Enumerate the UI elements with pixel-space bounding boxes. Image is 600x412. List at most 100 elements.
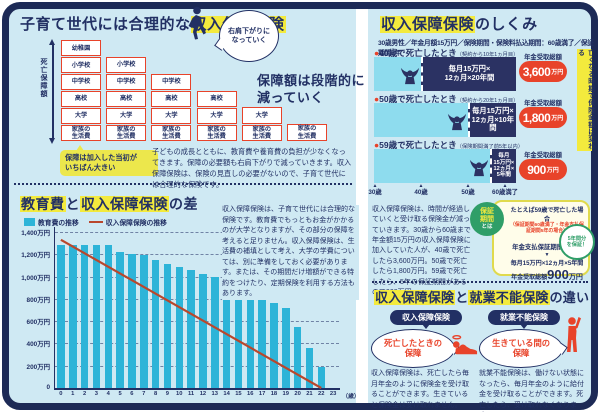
x-axis-tick-label: 0 [59, 391, 63, 397]
bubble-text: 右肩下がりに なっていく [228, 27, 270, 44]
stair-column: 家族の 生活費 [287, 124, 327, 141]
education-cost-bar [151, 260, 160, 388]
title-part: の差 [169, 196, 198, 212]
payout-period: 毎月 15万円× 12ヵ月× 5年間 [489, 149, 516, 183]
education-cost-bar [140, 255, 148, 388]
x-axis-tick-label: 22 [318, 391, 325, 397]
dotted-separator-right [372, 281, 588, 283]
disability-insurance-pill: 就業不能保険 [488, 310, 560, 329]
death-benefit-bubble: 死亡したときの 保障 [371, 329, 460, 368]
legend-item-bars: 教育費の推移 [24, 217, 79, 227]
total-amount-badge: 900 万円 [519, 159, 567, 180]
education-cost-bar [282, 307, 290, 388]
education-cost-bar [80, 245, 89, 388]
stair-cell: 大学 [106, 107, 147, 124]
y-axis-tick-label: 0 [46, 384, 50, 391]
bullet-icon: ● [374, 140, 380, 150]
down-arrow-icon: ▼ [544, 252, 550, 259]
title-part: 収入保障保険 [374, 290, 456, 305]
chart-x-axis [54, 388, 340, 390]
title-part: のしくみ [475, 16, 538, 33]
stair-cell: 家族の 生活費 [287, 124, 327, 141]
education-cost-bar [128, 253, 136, 388]
stair-cell: 中学校 [61, 74, 101, 90]
triangle-marker-icon: ▲ [418, 183, 424, 189]
policy-conditions: 30歳男性／年金月額15万円／保険期間・保険料払込期間：60歳満了／保証期間5年 [378, 40, 594, 57]
education-cost-bar [57, 245, 65, 388]
x-axis-tick-label: 21 [306, 391, 313, 397]
total-label: 年金受取総額 [524, 54, 562, 61]
line-swatch-icon [88, 221, 103, 223]
education-cost-bar [104, 245, 112, 388]
vertical-divider [356, 9, 368, 403]
y-axis-tick-label: 1,200万円 [21, 252, 50, 260]
mechanism-paragraph: 収入保障保険は、時間が経過していくと受け取る保険金が減っていきます。30歳から6… [372, 206, 471, 296]
guarantee-total: 年金受取総額900万円 [511, 267, 583, 283]
living-benefit-bubble: 生きている間の 保障 [479, 329, 568, 368]
stair-cell: 高校 [196, 90, 237, 107]
stair-cell: 中学校 [151, 73, 192, 90]
education-cost-bar [317, 367, 325, 388]
timeline-mark-40: ▲ 40歳 [403, 183, 439, 196]
x-axis-tick-label: 7 [142, 391, 146, 397]
y-axis-tick-label: 400万円 [26, 341, 50, 349]
section-title-comparison: 収入保障保険と就業不能保険の違い [374, 287, 589, 306]
x-axis-tick-label: 13 [211, 391, 218, 397]
education-cost-bar [199, 273, 207, 388]
bullet-icon: ● [374, 94, 380, 104]
education-cost-bar [187, 270, 195, 388]
total-label: 年金受取総額 [524, 152, 562, 159]
x-axis-tick-label: 19 [282, 391, 289, 397]
angel-person-icon [400, 67, 419, 85]
x-axis-tick-label: 10 [176, 391, 183, 397]
title-part: と [455, 290, 469, 305]
x-axis-tick-label: 18 [270, 391, 278, 397]
stair-cell: 高校 [151, 90, 192, 107]
education-cost-bar [270, 303, 278, 388]
gridline [55, 232, 339, 233]
stair-cell: 家族の 生活費 [241, 124, 282, 141]
stair-cell: 小学校 [106, 57, 147, 73]
triangle-marker-icon: ▲ [465, 183, 471, 189]
education-cost-bar [234, 287, 243, 388]
timeline-bar-40: 毎月15万円× 12ヵ月×20年間 [374, 57, 516, 91]
death-row-label: ●40歳で死亡したとき（契約から10年1ヵ月目） [374, 48, 519, 58]
timeline-mark-60: ▲ 60歳満了 [487, 183, 523, 196]
education-cost-bar [293, 326, 302, 388]
guarantee-example-box: たとえば59歳で死亡した場合 （保証期間60歳満了・年金支払保証期間5年の場合）… [492, 200, 590, 282]
title-part: と [65, 196, 80, 212]
guarantee-formula: 毎月15万円×12ヵ月×5年間 [510, 260, 584, 268]
chart-paragraph: 収入保障保険は、子育て世代には合理的な保険です。教育費でもっともお金がかかるのが… [222, 205, 359, 300]
education-cost-bar [258, 297, 266, 388]
total-amount-badge: 3,600 万円 [519, 61, 567, 82]
y-axis-tick-label: 200万円 [26, 363, 50, 371]
case-note: （保証期間60歳満了・年金支払保証期間5年の場合） [510, 223, 584, 235]
x-axis-tick-label: 5 [118, 391, 122, 397]
initial-coverage-note: 保障は加入した当初が いちばん大きい [60, 144, 158, 177]
walking-person-icon [188, 6, 206, 40]
x-axis-tick-label: 12 [199, 391, 207, 397]
case-title: たとえば59歳で死亡した場合 [510, 208, 584, 223]
x-axis-tick-label: 1 [71, 391, 75, 397]
stair-cell: 大学 [151, 107, 192, 124]
stair-cell: 高校 [106, 90, 147, 107]
disability-insurance-description: 就業不能保険は、働けない状態になったら、毎月年金のように給付金を受け取ることがで… [479, 370, 584, 409]
section-title-chart: 教育費と収入保障保険の差 [20, 194, 198, 214]
legend-label: 教育費の推移 [38, 220, 79, 227]
x-axis-tick-label: 3 [94, 391, 99, 397]
deceased-person-icon [452, 335, 478, 355]
x-axis-tick-label: 8 [153, 391, 158, 397]
education-cost-bar [175, 266, 183, 388]
stair-column: 小学校 中学校 高校 大学 家族の 生活費 [106, 57, 147, 141]
benefit-staircase: 幼稚園 小学校 中学校 高校 大学 家族の 生活費 小学校 中学校 高校 大学 家族の 生活費 中学校 高校… [61, 40, 333, 142]
payout-period: 毎月15万円× 12ヵ月×20年間 [420, 57, 516, 91]
education-cost-bar [92, 245, 101, 388]
x-axis-tick-label: 11 [188, 391, 195, 397]
stairs-caption: 保障額は段階的に 減っていく [257, 73, 366, 105]
stair-column: 中学校 高校 大学 家族の 生活費 [151, 73, 192, 142]
title-part: 収入保障保険 [80, 196, 169, 212]
stair-column: 大学 家族の 生活費 [241, 107, 282, 141]
death-benefit-axis [50, 39, 55, 144]
education-cost-bar [305, 348, 314, 388]
